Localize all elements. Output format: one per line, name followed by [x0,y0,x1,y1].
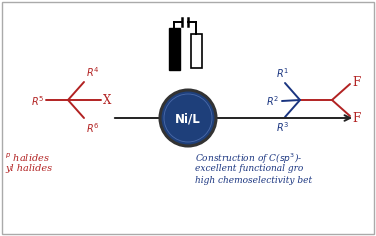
Text: $R^1$: $R^1$ [276,66,290,80]
Text: $R^3$: $R^3$ [276,120,290,134]
Text: F: F [352,111,360,125]
Text: $R^2$: $R^2$ [266,94,279,108]
Text: $R^5$: $R^5$ [31,94,44,108]
Circle shape [160,90,216,146]
Bar [169,28,180,70]
Text: $R^6$: $R^6$ [86,121,99,135]
Text: Ni/L: Ni/L [175,113,201,126]
Text: Construction of C($sp^3$)-: Construction of C($sp^3$)- [195,152,302,166]
Text: high chemoselectivity bet: high chemoselectivity bet [195,176,312,185]
Text: F: F [352,76,360,88]
Text: $^p$ halides: $^p$ halides [5,152,50,164]
Text: excellent functional gro: excellent functional gro [195,164,303,173]
Text: X: X [103,93,111,106]
Text: yl halides: yl halides [5,164,52,173]
Bar [191,34,202,68]
Text: $R^4$: $R^4$ [86,65,100,79]
